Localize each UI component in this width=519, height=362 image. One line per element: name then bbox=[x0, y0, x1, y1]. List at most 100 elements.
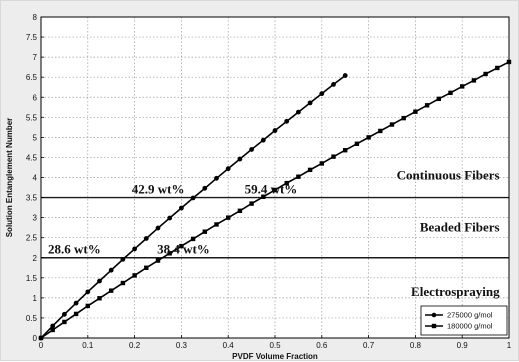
data-point bbox=[225, 166, 231, 172]
data-point bbox=[190, 236, 196, 242]
data-point bbox=[260, 137, 266, 143]
x-tick-label: 0.2 bbox=[129, 341, 141, 350]
data-point bbox=[179, 205, 184, 211]
data-point bbox=[155, 258, 161, 263]
data-point bbox=[120, 256, 126, 262]
data-point bbox=[284, 180, 289, 186]
x-tick-label: 0.9 bbox=[457, 341, 469, 350]
data-point bbox=[97, 296, 102, 301]
data-point bbox=[190, 195, 196, 201]
data-point bbox=[296, 174, 301, 179]
data-point bbox=[85, 303, 90, 309]
data-point bbox=[62, 319, 67, 325]
data-point bbox=[97, 278, 102, 284]
legend-box bbox=[420, 305, 508, 336]
data-point bbox=[366, 135, 371, 140]
region-label: Continuous Fibers bbox=[397, 168, 500, 183]
data-point bbox=[319, 91, 325, 97]
data-point bbox=[307, 100, 313, 106]
data-point bbox=[237, 208, 243, 214]
data-point bbox=[167, 215, 173, 221]
data-point bbox=[401, 115, 406, 121]
data-point bbox=[179, 243, 184, 249]
data-point bbox=[73, 311, 79, 317]
y-axis-label: Solution Entanglement Number bbox=[5, 118, 14, 238]
plot-frame bbox=[40, 16, 510, 339]
label-layer: Continuous Fibers Beaded Fibers Electrospr… bbox=[48, 168, 500, 299]
y-tick-label: 3 bbox=[33, 214, 38, 223]
y-tick-label: 5.5 bbox=[26, 113, 38, 122]
data-point bbox=[109, 288, 114, 293]
data-point bbox=[62, 311, 67, 317]
y-tick-label: 0.5 bbox=[26, 314, 38, 323]
data-point bbox=[331, 82, 336, 87]
data-point bbox=[460, 84, 465, 89]
data-point bbox=[354, 141, 360, 146]
annotation-label: 42.9 wt% bbox=[132, 182, 185, 197]
data-point bbox=[261, 194, 266, 199]
region-label: Beaded Fibers bbox=[420, 220, 500, 235]
x-tick-label: 1 bbox=[507, 341, 512, 350]
y-tick-label: 5 bbox=[33, 133, 38, 142]
data-point bbox=[495, 65, 500, 71]
data-point bbox=[436, 96, 441, 102]
y-tick-label: 0 bbox=[33, 334, 38, 343]
x-tick-label: 0.1 bbox=[82, 341, 94, 350]
annotation-label: 38.4 wt% bbox=[157, 242, 210, 257]
x-tick-label: 0.4 bbox=[223, 341, 235, 350]
x-tick-label: 0.7 bbox=[363, 341, 375, 350]
x-tick-label: 0.3 bbox=[176, 341, 188, 350]
data-point bbox=[448, 90, 453, 96]
data-point bbox=[50, 327, 55, 333]
data-point bbox=[226, 215, 231, 220]
legend-label: 180000 g/mol bbox=[447, 322, 493, 331]
data-point bbox=[249, 201, 254, 206]
data-point bbox=[202, 229, 207, 234]
data-point bbox=[272, 187, 278, 193]
y-tick-label: 4.5 bbox=[26, 153, 38, 162]
y-tick-label: 3.5 bbox=[26, 194, 38, 203]
y-tick-label: 1.5 bbox=[26, 274, 38, 283]
legend-marker bbox=[431, 323, 437, 329]
data-point bbox=[343, 148, 348, 153]
data-point bbox=[483, 71, 488, 77]
data-point bbox=[284, 118, 290, 124]
data-point bbox=[214, 222, 219, 227]
data-point bbox=[214, 175, 219, 181]
axis-layer: 0 0.1 0.2 0.3 0.4 0.5 0.6 0.7 0.8 0.9 1 0 0.5 1 1.5 2 2.… bbox=[5, 13, 512, 361]
threshold-lines bbox=[41, 196, 509, 259]
data-point bbox=[143, 236, 149, 241]
y-tick-label: 6 bbox=[33, 93, 38, 102]
data-point bbox=[471, 78, 477, 83]
data-point bbox=[307, 167, 313, 173]
data-point bbox=[155, 225, 161, 231]
data-point bbox=[413, 109, 418, 114]
data-point bbox=[424, 103, 430, 108]
data-point bbox=[202, 185, 208, 191]
data-point bbox=[272, 128, 278, 133]
data-point bbox=[132, 273, 137, 278]
data-point bbox=[73, 300, 79, 306]
annotation-label: 59.4 wt% bbox=[245, 182, 298, 197]
y-tick-label: 1 bbox=[33, 294, 38, 303]
x-tick-label: 0 bbox=[39, 341, 44, 350]
x-axis-label: PVDF Volume Fraction bbox=[232, 352, 318, 361]
data-point bbox=[389, 122, 395, 127]
data-point bbox=[342, 73, 348, 78]
data-point bbox=[378, 128, 383, 134]
y-tick-label: 2 bbox=[33, 254, 38, 263]
y-tick-label: 7 bbox=[33, 53, 38, 62]
data-point bbox=[237, 156, 243, 162]
series-layer bbox=[38, 59, 512, 341]
data-point bbox=[85, 289, 91, 295]
data-point bbox=[144, 265, 149, 270]
data-point bbox=[249, 147, 255, 152]
region-label: Electrospraying bbox=[411, 284, 500, 299]
x-tick-label: 0.8 bbox=[410, 341, 422, 350]
data-point bbox=[167, 251, 172, 256]
y-tick-label: 8 bbox=[33, 13, 38, 22]
data-point bbox=[108, 267, 114, 273]
data-point bbox=[50, 323, 56, 329]
